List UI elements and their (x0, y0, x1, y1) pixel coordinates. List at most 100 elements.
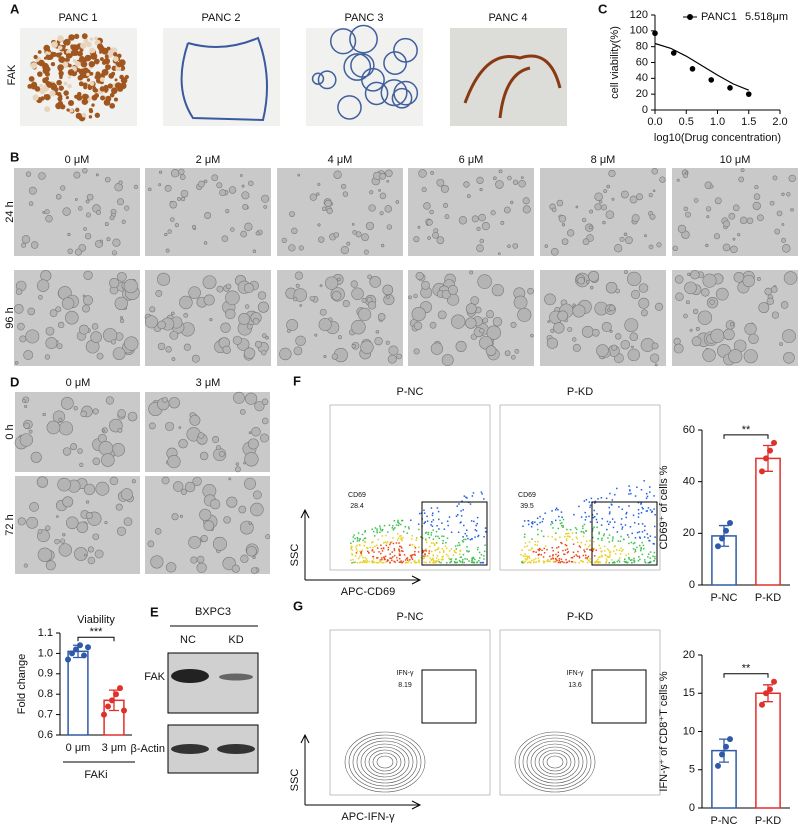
event (582, 535, 585, 537)
cell (92, 457, 101, 466)
event (598, 556, 600, 558)
cell (109, 277, 120, 289)
gland (329, 28, 357, 55)
event (366, 547, 369, 550)
stain (40, 96, 45, 101)
cell (522, 205, 531, 214)
stain (67, 84, 72, 89)
cell (551, 207, 557, 213)
cell (783, 351, 795, 364)
event (390, 540, 393, 543)
event (593, 547, 595, 550)
event (642, 544, 645, 547)
cell (164, 184, 172, 192)
event (558, 515, 560, 518)
event (586, 558, 588, 561)
event (413, 553, 416, 556)
cell (261, 417, 269, 425)
cell (651, 168, 658, 175)
event (354, 561, 357, 563)
event (531, 538, 533, 540)
event (441, 535, 443, 537)
cell (615, 288, 621, 294)
event (526, 557, 529, 559)
cell (233, 391, 245, 404)
cell (190, 556, 198, 564)
cell (550, 248, 559, 256)
event (520, 554, 522, 556)
event (362, 556, 364, 559)
image-bg (277, 168, 403, 256)
event (560, 511, 563, 513)
event (464, 532, 467, 535)
event (586, 557, 589, 559)
cell (638, 297, 650, 309)
cell (361, 233, 369, 242)
cell (479, 238, 485, 244)
event (464, 558, 466, 560)
event (428, 550, 431, 552)
stain (55, 102, 62, 110)
event (408, 527, 410, 530)
cell (357, 307, 372, 321)
cell (261, 194, 270, 203)
event (379, 560, 381, 562)
event (581, 560, 584, 562)
cell (29, 502, 39, 512)
cell (732, 204, 740, 212)
cell (245, 392, 258, 405)
event (647, 556, 649, 558)
event (461, 500, 463, 502)
cell (120, 316, 124, 320)
event (603, 545, 606, 548)
data-point (689, 66, 696, 72)
gland (317, 70, 337, 90)
event (360, 551, 362, 554)
column-title: 6 μM (459, 154, 484, 166)
x-tick-label: 3 μm (102, 742, 127, 754)
cell (654, 302, 664, 311)
event (456, 505, 459, 507)
sample-label: P-NC (397, 611, 424, 623)
event (649, 551, 652, 553)
stain (91, 94, 98, 101)
event (542, 560, 545, 562)
event (638, 556, 640, 558)
event (358, 561, 361, 564)
stain (107, 52, 114, 58)
cell (458, 216, 468, 225)
event (413, 545, 416, 547)
cell (770, 286, 778, 293)
contour (538, 749, 572, 775)
cell (413, 236, 420, 243)
cell (558, 214, 567, 223)
cell (80, 410, 87, 418)
cell (781, 237, 787, 243)
event (611, 561, 614, 564)
event (469, 503, 472, 505)
event (392, 529, 395, 531)
event (524, 560, 527, 562)
cell (441, 289, 451, 300)
cell (299, 304, 303, 307)
event (406, 532, 409, 534)
cell (386, 179, 390, 183)
event (587, 555, 590, 558)
event (380, 544, 382, 546)
sample-label: P-NC (397, 386, 424, 398)
event (648, 539, 650, 542)
cell (240, 230, 247, 238)
y-tick-label: 0 (689, 579, 695, 591)
axis-arrow (300, 508, 422, 585)
event (589, 561, 592, 563)
event (609, 551, 612, 553)
contour (530, 743, 580, 781)
event (382, 547, 385, 549)
event (437, 558, 440, 561)
event (551, 522, 554, 525)
cell (244, 477, 256, 490)
event (616, 531, 619, 533)
event (593, 509, 596, 512)
annotation: 5.518μm (745, 11, 788, 23)
event (364, 530, 367, 532)
